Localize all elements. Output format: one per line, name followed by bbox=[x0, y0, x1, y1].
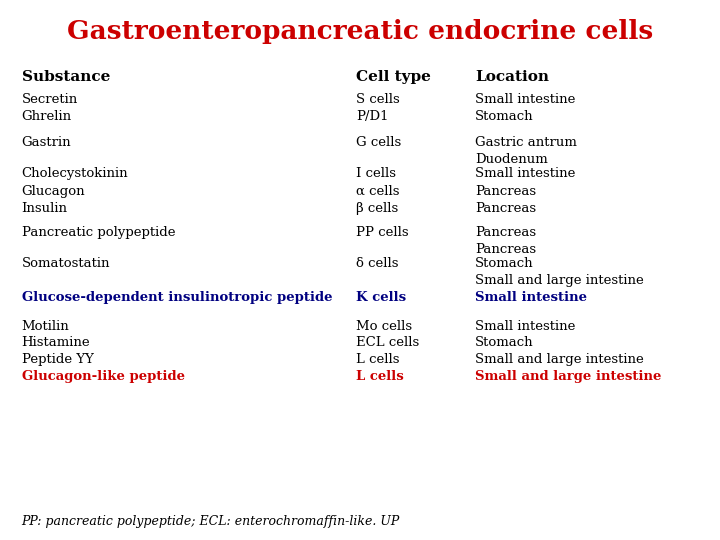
Text: P/D1: P/D1 bbox=[356, 110, 389, 123]
Text: L cells: L cells bbox=[356, 353, 400, 366]
Text: Histamine: Histamine bbox=[22, 336, 90, 349]
Text: α cells: α cells bbox=[356, 185, 400, 198]
Text: Small intestine: Small intestine bbox=[475, 167, 575, 180]
Text: Pancreatic polypeptide: Pancreatic polypeptide bbox=[22, 226, 175, 239]
Text: Cell type: Cell type bbox=[356, 70, 431, 84]
Text: Pancreas: Pancreas bbox=[475, 185, 536, 198]
Text: Glucagon: Glucagon bbox=[22, 185, 85, 198]
Text: Motilin: Motilin bbox=[22, 320, 69, 333]
Text: Insulin: Insulin bbox=[22, 202, 68, 215]
Text: Small and large intestine: Small and large intestine bbox=[475, 353, 644, 366]
Text: Gastric antrum: Gastric antrum bbox=[475, 136, 577, 149]
Text: ECL cells: ECL cells bbox=[356, 336, 420, 349]
Text: Gastrin: Gastrin bbox=[22, 136, 71, 149]
Text: Somatostatin: Somatostatin bbox=[22, 257, 110, 270]
Text: Stomach: Stomach bbox=[475, 336, 534, 349]
Text: Stomach: Stomach bbox=[475, 257, 534, 270]
Text: Location: Location bbox=[475, 70, 549, 84]
Text: Stomach: Stomach bbox=[475, 110, 534, 123]
Text: δ cells: δ cells bbox=[356, 257, 399, 270]
Text: Pancreas: Pancreas bbox=[475, 226, 536, 239]
Text: Pancreas: Pancreas bbox=[475, 243, 536, 256]
Text: Glucagon-like peptide: Glucagon-like peptide bbox=[22, 370, 184, 383]
Text: PP cells: PP cells bbox=[356, 226, 409, 239]
Text: Gastroenteropancreatic endocrine cells: Gastroenteropancreatic endocrine cells bbox=[67, 19, 653, 44]
Text: I cells: I cells bbox=[356, 167, 397, 180]
Text: Substance: Substance bbox=[22, 70, 110, 84]
Text: Small intestine: Small intestine bbox=[475, 291, 588, 303]
Text: Small and large intestine: Small and large intestine bbox=[475, 274, 644, 287]
Text: PP: pancreatic polypeptide; ECL: enterochromaffin-like. UP: PP: pancreatic polypeptide; ECL: enteroc… bbox=[22, 515, 400, 528]
Text: Small intestine: Small intestine bbox=[475, 320, 575, 333]
Text: Secretin: Secretin bbox=[22, 93, 78, 106]
Text: Small and large intestine: Small and large intestine bbox=[475, 370, 662, 383]
Text: L cells: L cells bbox=[356, 370, 404, 383]
Text: Pancreas: Pancreas bbox=[475, 202, 536, 215]
Text: Duodenum: Duodenum bbox=[475, 153, 548, 166]
Text: Mo cells: Mo cells bbox=[356, 320, 413, 333]
Text: S cells: S cells bbox=[356, 93, 400, 106]
Text: K cells: K cells bbox=[356, 291, 407, 303]
Text: Glucose-dependent insulinotropic peptide: Glucose-dependent insulinotropic peptide bbox=[22, 291, 332, 303]
Text: Peptide YY: Peptide YY bbox=[22, 353, 94, 366]
Text: β cells: β cells bbox=[356, 202, 399, 215]
Text: Ghrelin: Ghrelin bbox=[22, 110, 72, 123]
Text: G cells: G cells bbox=[356, 136, 402, 149]
Text: Small intestine: Small intestine bbox=[475, 93, 575, 106]
Text: Cholecystokinin: Cholecystokinin bbox=[22, 167, 128, 180]
